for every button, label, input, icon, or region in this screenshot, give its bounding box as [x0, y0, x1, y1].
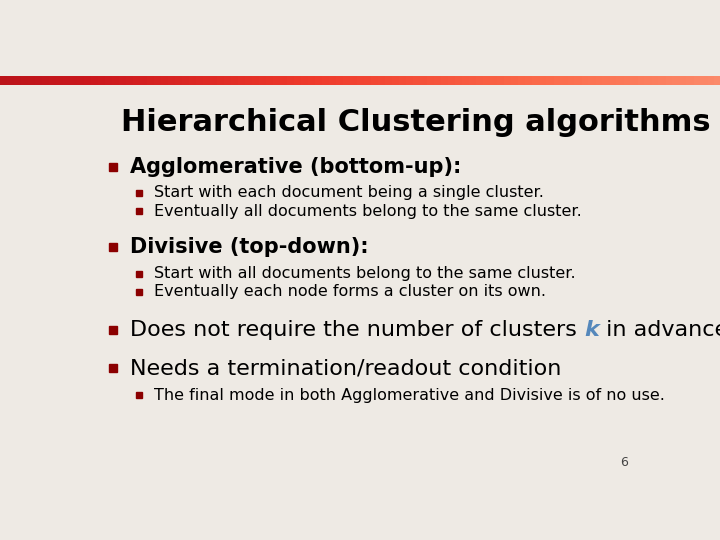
Text: Start with all documents belong to the same cluster.: Start with all documents belong to the s…: [154, 266, 576, 281]
Text: Agglomerative (bottom-up):: Agglomerative (bottom-up):: [130, 157, 462, 177]
Text: Does not require the number of clusters: Does not require the number of clusters: [130, 320, 584, 340]
Text: in advance: in advance: [599, 320, 720, 340]
Text: Divisive (top-down):: Divisive (top-down):: [130, 237, 369, 257]
Text: Eventually all documents belong to the same cluster.: Eventually all documents belong to the s…: [154, 204, 582, 219]
Text: 6: 6: [621, 456, 629, 469]
Text: k: k: [584, 320, 599, 340]
Text: Hierarchical Clustering algorithms: Hierarchical Clustering algorithms: [121, 109, 711, 138]
Text: The final mode in both Agglomerative and Divisive is of no use.: The final mode in both Agglomerative and…: [154, 388, 665, 403]
Text: Needs a termination/readout condition: Needs a termination/readout condition: [130, 359, 562, 379]
Text: Eventually each node forms a cluster on its own.: Eventually each node forms a cluster on …: [154, 285, 546, 299]
Text: Start with each document being a single cluster.: Start with each document being a single …: [154, 185, 544, 200]
